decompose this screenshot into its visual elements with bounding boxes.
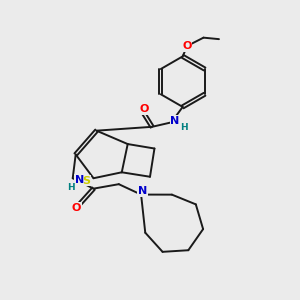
Text: O: O bbox=[139, 104, 148, 114]
Text: N: N bbox=[138, 186, 147, 196]
Text: S: S bbox=[82, 176, 90, 186]
Text: H: H bbox=[180, 123, 188, 132]
Text: O: O bbox=[182, 41, 192, 51]
Text: H: H bbox=[68, 183, 75, 192]
Text: N: N bbox=[75, 175, 84, 185]
Text: N: N bbox=[170, 116, 180, 126]
Text: O: O bbox=[72, 203, 81, 213]
